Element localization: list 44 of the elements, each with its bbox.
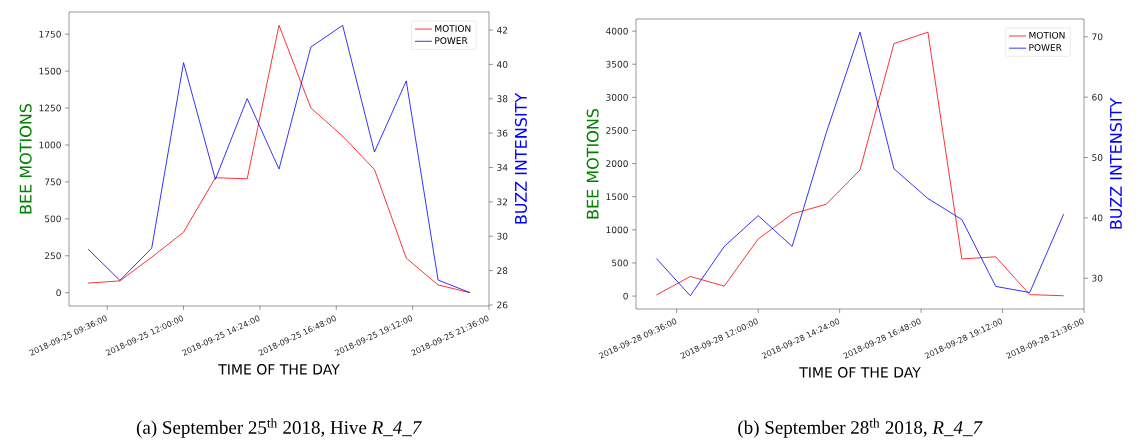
y-axis-title: BEE MOTIONS [586,108,599,219]
y-tick-label: 1000 [39,141,61,149]
y-tick-label: 1750 [39,30,61,38]
y2-tick-label: 40 [496,61,508,68]
y-tick-label: 4000 [606,27,628,35]
y-tick-label: 250 [44,252,61,260]
x-axis-title: TIME OF THE DAY [799,367,921,378]
legend-label: MOTION [435,25,471,32]
y2-axis-title: BUZZ INTENSITY [514,92,527,224]
y-tick-label: 1500 [39,67,61,75]
text: (a) September 25$^{th}$ 2018, Hive R_4_7 [136,418,422,438]
legend-label: MOTION [1029,31,1065,39]
y2-tick-label: 28 [497,267,508,274]
legend-label: POWER [1029,44,1062,51]
y-tick-label: 750 [45,178,61,186]
y2-tick-label: 60 [1092,93,1103,101]
y2-tick-label: 26 [497,301,508,309]
y-tick-label: 0 [623,292,628,300]
y-tick-label: 0 [56,289,61,297]
y2-tick-label: 40 [1091,214,1103,222]
y2-tick-label: 50 [1092,154,1103,161]
y2-tick-label: 38 [497,95,508,103]
y2-axis-title: BUZZ INTENSITY [1109,97,1122,229]
y-tick-label: 1000 [606,226,628,234]
y2-tick-label: 32 [497,198,508,206]
y-tick-label: 1500 [606,193,628,201]
y-tick-label: 2500 [606,127,628,134]
y-tick-label: 500 [44,215,61,223]
y-axis-title: BEE MOTIONS [19,103,32,214]
legend-label: POWER [435,37,468,44]
y2-tick-label: 70 [1092,33,1103,41]
y2-tick-label: 30 [1092,274,1103,282]
y2-tick-label: 42 [496,26,508,34]
y2-tick-label: 30 [497,232,508,240]
text: (b) September 28$^{th}$ 2018, R_4_7 [738,418,983,438]
y-tick-label: 3500 [606,60,628,68]
y-tick-label: 3000 [606,93,628,101]
line-series [655,31,1065,297]
y-tick-label: 500 [611,259,628,267]
y-tick-label: 2000 [606,160,628,167]
y2-tick-label: 36 [497,129,508,137]
y-tick-label: 1250 [39,104,61,112]
x-axis-title: TIME OF THE DAY [218,364,340,375]
y2-tick-label: 34 [497,164,508,171]
